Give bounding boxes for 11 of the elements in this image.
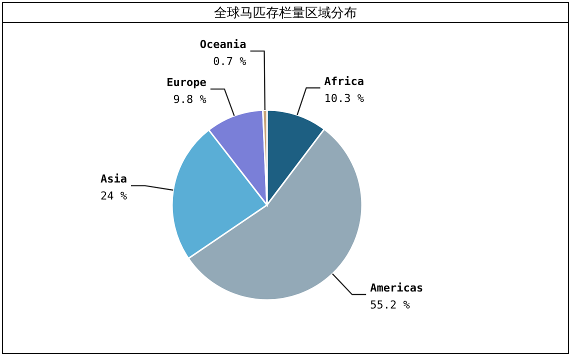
data-label: 55.2 % [370, 298, 410, 312]
slice-label: Europe [166, 76, 207, 90]
data-label: 10.3 % [324, 92, 364, 105]
slice-label: Americas [370, 281, 424, 294]
data-label: 9.8 % [173, 93, 207, 106]
slice-label: Asia [100, 172, 128, 186]
slice-label: Oceania [200, 38, 246, 52]
data-label: 0.7 % [213, 55, 247, 68]
chart-title: 全球马匹存栏量区域分布 [214, 6, 357, 21]
data-label: 24 % [100, 190, 128, 203]
slice-label: Africa [324, 74, 364, 88]
